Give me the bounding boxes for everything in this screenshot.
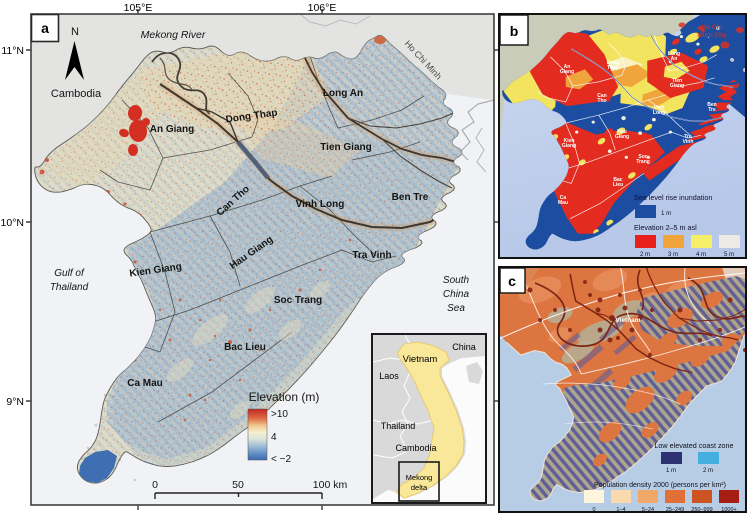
svg-text:Ca Mau: Ca Mau: [127, 378, 163, 389]
svg-text:Gulf of: Gulf of: [54, 268, 85, 279]
svg-text:Ben Tre: Ben Tre: [392, 192, 429, 203]
svg-text:250–999: 250–999: [691, 507, 712, 513]
svg-text:Giang: Giang: [670, 83, 684, 89]
svg-text:Minh City: Minh City: [697, 32, 727, 39]
svg-text:Long: Long: [653, 110, 665, 116]
svg-text:4: 4: [271, 432, 277, 443]
svg-text:Dong: Dong: [607, 60, 620, 66]
svg-text:Mekong: Mekong: [406, 473, 433, 482]
svg-text:Giang: Giang: [562, 143, 576, 149]
svg-text:Ho Chi: Ho Chi: [702, 24, 723, 31]
svg-text:11°N: 11°N: [1, 45, 24, 57]
svg-text:100 km: 100 km: [313, 479, 348, 491]
svg-text:An Giang: An Giang: [150, 124, 194, 135]
svg-text:1 m: 1 m: [666, 468, 676, 474]
svg-text:Long An: Long An: [323, 88, 363, 99]
svg-text:Hau: Hau: [617, 129, 626, 135]
svg-text:Elevation 2–5 m asl: Elevation 2–5 m asl: [634, 223, 697, 232]
svg-text:Ben: Ben: [707, 102, 716, 108]
svg-text:Lieu: Lieu: [613, 182, 623, 188]
svg-text:China: China: [443, 289, 470, 300]
svg-text:106°E: 106°E: [308, 2, 337, 14]
svg-text:1000+: 1000+: [721, 507, 736, 513]
svg-text:2 m: 2 m: [640, 252, 650, 258]
svg-text:b: b: [510, 23, 519, 39]
svg-text:Ca: Ca: [560, 195, 567, 201]
svg-text:Cambodia: Cambodia: [395, 443, 436, 453]
svg-text:Sea level rise inundation: Sea level rise inundation: [634, 193, 712, 202]
svg-text:50: 50: [232, 479, 244, 491]
svg-text:>10: >10: [271, 409, 288, 420]
svg-text:2 m: 2 m: [703, 468, 713, 474]
svg-text:Trang: Trang: [636, 159, 650, 165]
svg-text:1 m: 1 m: [661, 210, 671, 217]
svg-text:Giang: Giang: [560, 69, 574, 75]
svg-text:5–24: 5–24: [642, 507, 654, 513]
svg-text:Tho: Tho: [597, 98, 606, 104]
svg-text:N: N: [71, 26, 79, 38]
svg-text:Giang: Giang: [615, 134, 629, 140]
svg-text:0: 0: [592, 507, 595, 513]
svg-text:5 m: 5 m: [724, 252, 734, 258]
svg-text:Vietnam: Vietnam: [403, 354, 438, 365]
svg-text:Tra Vinh: Tra Vinh: [352, 250, 391, 261]
svg-text:Cambodia: Cambodia: [51, 88, 102, 100]
svg-text:25–249: 25–249: [666, 507, 684, 513]
svg-text:Mau: Mau: [558, 200, 568, 206]
svg-text:Mekong River: Mekong River: [141, 29, 206, 41]
svg-text:An: An: [671, 56, 678, 62]
svg-text:Bac Lieu: Bac Lieu: [224, 342, 266, 353]
svg-text:4 m: 4 m: [696, 252, 706, 258]
svg-text:c: c: [508, 273, 516, 289]
svg-text:Vietnam: Vietnam: [615, 317, 640, 324]
svg-text:Vinh: Vinh: [654, 105, 665, 111]
svg-text:9°N: 9°N: [6, 396, 24, 408]
svg-text:Bac: Bac: [613, 177, 622, 183]
svg-text:105°E: 105°E: [124, 2, 153, 14]
svg-text:Tien: Tien: [672, 78, 682, 84]
svg-text:Can: Can: [597, 93, 606, 99]
svg-text:Vinh: Vinh: [683, 139, 694, 145]
svg-text:3 m: 3 m: [668, 252, 678, 258]
svg-text:Sea: Sea: [447, 303, 465, 314]
svg-text:Vinh Long: Vinh Long: [296, 199, 345, 210]
svg-text:Long: Long: [668, 51, 680, 57]
svg-text:Thailand: Thailand: [381, 421, 416, 431]
svg-text:Tre: Tre: [708, 107, 716, 113]
svg-text:South: South: [443, 275, 470, 286]
svg-text:Kien: Kien: [564, 138, 575, 144]
svg-text:Thailand: Thailand: [50, 282, 89, 293]
svg-text:Thap: Thap: [607, 65, 619, 71]
svg-text:Tra: Tra: [684, 134, 692, 140]
svg-text:Laos: Laos: [379, 371, 399, 381]
svg-text:10°N: 10°N: [1, 217, 24, 229]
svg-text:Population density 2000 (perso: Population density 2000 (persons per km²…: [594, 482, 726, 489]
svg-text:Low elevated coast zone: Low elevated coast zone: [654, 441, 733, 450]
svg-text:delta: delta: [411, 483, 428, 492]
svg-text:An: An: [564, 64, 571, 70]
svg-text:Tien Giang: Tien Giang: [320, 142, 372, 153]
svg-text:Soc Trang: Soc Trang: [274, 295, 322, 306]
svg-text:Elevation (m): Elevation (m): [249, 390, 320, 404]
svg-text:a: a: [41, 20, 49, 36]
svg-text:China: China: [452, 342, 476, 352]
svg-text:Soc: Soc: [638, 154, 647, 160]
svg-text:< −2: < −2: [271, 454, 291, 465]
svg-text:1–4: 1–4: [616, 507, 625, 513]
svg-text:0: 0: [152, 479, 158, 491]
